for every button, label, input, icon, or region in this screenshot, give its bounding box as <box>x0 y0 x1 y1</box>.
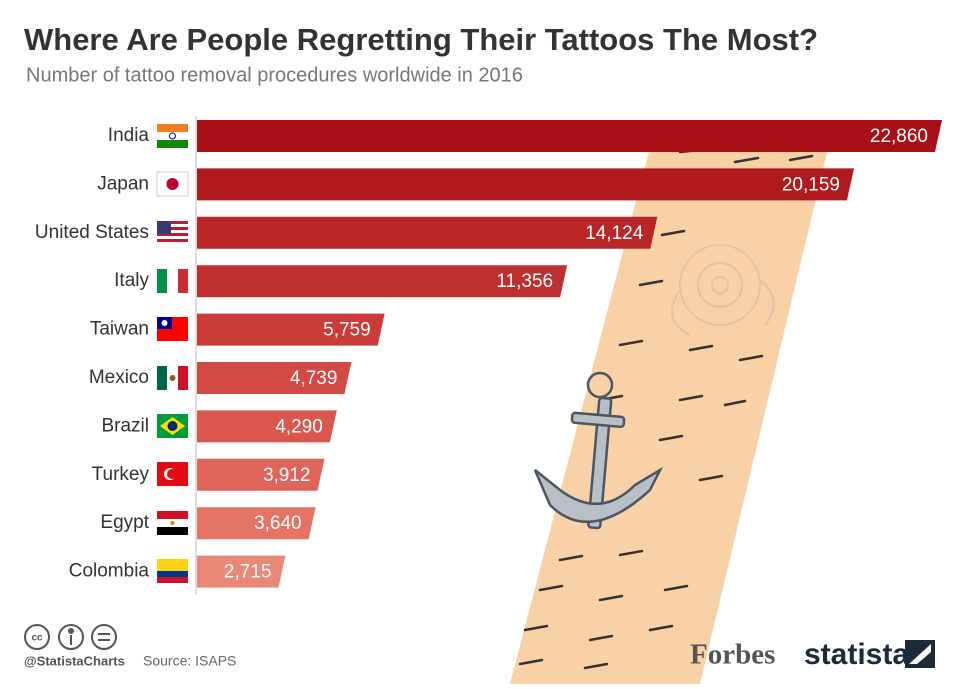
category-label: Italy <box>114 270 149 291</box>
bar <box>197 458 325 491</box>
bar <box>197 120 942 152</box>
bar <box>197 555 286 588</box>
category-label: Turkey <box>92 464 150 485</box>
category-label: Mexico <box>89 367 149 388</box>
value-label: 4,739 <box>290 368 338 389</box>
svg-text:cc: cc <box>31 633 43 644</box>
category-label: Egypt <box>100 512 149 533</box>
category-label: United States <box>35 222 149 243</box>
value-label: 11,356 <box>496 271 553 292</box>
value-label: 5,759 <box>323 320 371 341</box>
footer-source: Source: ISAPS <box>143 653 236 669</box>
bar <box>197 216 658 249</box>
chart-subtitle: Number of tattoo removal procedures worl… <box>26 64 523 86</box>
category-label: Japan <box>97 173 149 194</box>
footer-handle: @StatistaCharts <box>24 653 125 668</box>
bar <box>197 410 337 443</box>
value-label: 14,124 <box>585 223 644 244</box>
bar <box>197 265 568 298</box>
tattoo-illustration <box>510 140 830 684</box>
value-label: 22,860 <box>870 126 928 147</box>
bar <box>197 168 854 201</box>
category-label: Colombia <box>69 561 150 582</box>
bar <box>197 507 316 540</box>
brand-logo: statista <box>804 638 909 671</box>
chart-title: Where Are People Regretting Their Tattoo… <box>24 22 818 57</box>
category-label: Brazil <box>101 415 149 436</box>
value-label: 2,715 <box>224 562 272 583</box>
value-label: 3,640 <box>254 513 302 534</box>
value-label: 4,290 <box>275 416 323 437</box>
bar <box>197 313 385 346</box>
category-label: Taiwan <box>90 319 149 340</box>
bar <box>197 362 352 394</box>
value-label: 3,912 <box>263 465 311 486</box>
category-label: India <box>108 125 150 146</box>
license-icons: cc <box>24 624 117 650</box>
brand-icon <box>905 640 935 668</box>
partner-logo: Forbes <box>690 639 775 671</box>
value-label: 20,159 <box>782 174 840 195</box>
flags <box>156 124 189 583</box>
